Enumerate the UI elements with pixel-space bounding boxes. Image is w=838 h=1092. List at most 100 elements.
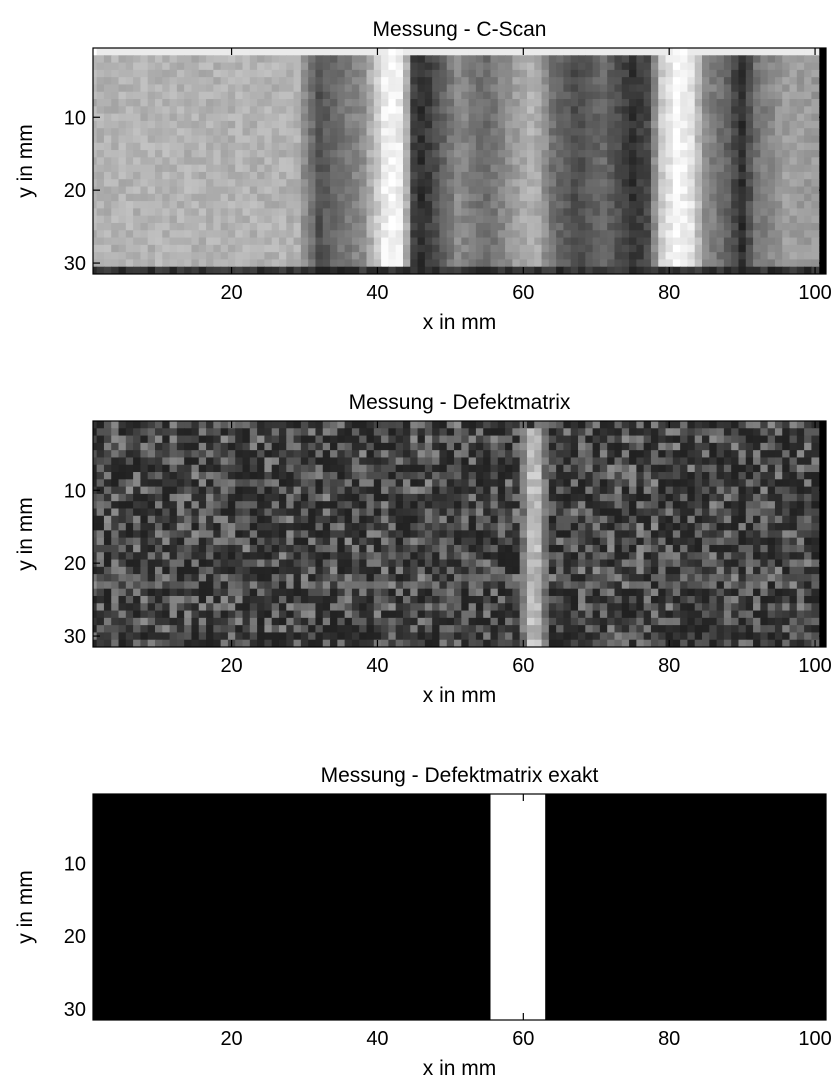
heatmap-cell	[454, 515, 462, 524]
heatmap-cell	[286, 493, 295, 502]
heatmap-cell	[381, 150, 389, 158]
heatmap-cell	[621, 186, 630, 195]
heatmap-cell	[468, 77, 477, 86]
heatmap-cell	[381, 171, 389, 180]
heatmap-cell	[672, 69, 681, 78]
heatmap-cell	[614, 501, 623, 510]
heatmap-cell	[512, 464, 521, 473]
heatmap-cell	[782, 157, 791, 166]
heatmap-cell	[337, 69, 346, 78]
heatmap-cell	[322, 171, 331, 180]
heatmap-cell	[789, 77, 798, 86]
heatmap-cell	[366, 164, 375, 173]
heatmap-cell	[570, 186, 579, 195]
heatmap-cell	[381, 77, 389, 86]
heatmap-cell	[155, 259, 163, 268]
heatmap-cell	[782, 142, 791, 151]
heatmap-cell	[184, 128, 193, 137]
heatmap-cell	[556, 544, 565, 553]
heatmap-cell	[337, 106, 346, 115]
heatmap-cell	[373, 179, 382, 188]
heatmap-cell	[133, 48, 141, 56]
heatmap-cell	[242, 84, 251, 93]
heatmap-cell	[789, 215, 798, 224]
heatmap-cell	[162, 208, 171, 217]
heatmap-cell	[738, 120, 747, 129]
heatmap-cell	[169, 515, 178, 524]
heatmap-cell	[176, 55, 185, 64]
heatmap-cell	[220, 508, 229, 517]
heatmap-cell	[541, 259, 550, 268]
heatmap-cell	[140, 201, 149, 209]
heatmap-cell	[475, 135, 484, 144]
heatmap-cell	[745, 508, 754, 517]
heatmap-cell	[300, 435, 309, 444]
heatmap-cell	[366, 142, 375, 151]
heatmap-cell	[570, 171, 579, 180]
heatmap-cell	[439, 515, 448, 524]
heatmap-cell	[140, 544, 149, 553]
heatmap-cell	[337, 435, 346, 444]
heatmap-cell	[621, 48, 630, 56]
heatmap-cell	[293, 201, 302, 209]
heatmap-cell	[694, 515, 703, 524]
heatmap-cell	[395, 266, 404, 274]
heatmap-cell	[133, 472, 141, 480]
heatmap-cell	[373, 142, 382, 151]
heatmap-cell	[147, 135, 156, 144]
heatmap-cell	[716, 530, 725, 539]
heatmap-cell	[454, 552, 462, 561]
heatmap-cell	[760, 450, 769, 459]
heatmap-cell	[548, 544, 557, 553]
heatmap-cell	[556, 84, 565, 93]
heatmap-cell	[563, 244, 572, 253]
heatmap-cell	[315, 266, 324, 274]
heatmap-cell	[388, 171, 397, 180]
heatmap-cell	[468, 457, 477, 466]
heatmap-cell	[716, 252, 725, 261]
heatmap-cell	[308, 201, 317, 209]
heatmap-cell	[249, 435, 258, 444]
heatmap-cell	[548, 508, 557, 517]
heatmap-cell	[607, 222, 616, 231]
heatmap-cell	[782, 428, 791, 437]
heatmap-cell	[490, 244, 499, 253]
heatmap-cell	[505, 106, 513, 115]
heatmap-cell	[461, 215, 470, 224]
heatmap-cell	[650, 237, 659, 246]
heatmap-cell	[454, 237, 462, 246]
heatmap-cell	[322, 48, 331, 56]
heatmap-cell	[745, 84, 754, 93]
heatmap-cell	[804, 157, 813, 166]
heatmap-cell	[497, 442, 506, 451]
heatmap-cell	[745, 486, 754, 495]
heatmap-cell	[176, 428, 185, 437]
heatmap-cell	[505, 230, 513, 239]
heatmap-cell	[804, 237, 813, 246]
heatmap-cell	[198, 99, 207, 107]
heatmap-cell	[570, 244, 579, 253]
heatmap-cell	[745, 237, 754, 246]
heatmap-cell	[337, 135, 346, 144]
heatmap-cell	[330, 193, 338, 202]
heatmap-cell	[118, 244, 127, 253]
heatmap-cell	[753, 222, 761, 231]
heatmap-cell	[330, 48, 338, 56]
heatmap-cell	[519, 193, 528, 202]
heatmap-cell	[534, 530, 543, 539]
heatmap-cell	[410, 428, 419, 437]
heatmap-cell	[439, 493, 448, 502]
heatmap-cell	[811, 91, 820, 100]
heatmap-cell	[745, 493, 754, 502]
heatmap-cell	[446, 552, 455, 561]
heatmap-cell	[373, 479, 382, 488]
heatmap-cell	[658, 457, 667, 466]
heatmap-cell	[789, 450, 798, 459]
heatmap-cell	[125, 48, 134, 56]
heatmap-cell	[147, 450, 156, 459]
heatmap-cell	[490, 69, 499, 78]
heatmap-cell	[359, 421, 368, 429]
heatmap-cell	[461, 457, 470, 466]
heatmap-cell	[556, 55, 565, 64]
heatmap-cell	[191, 493, 200, 502]
